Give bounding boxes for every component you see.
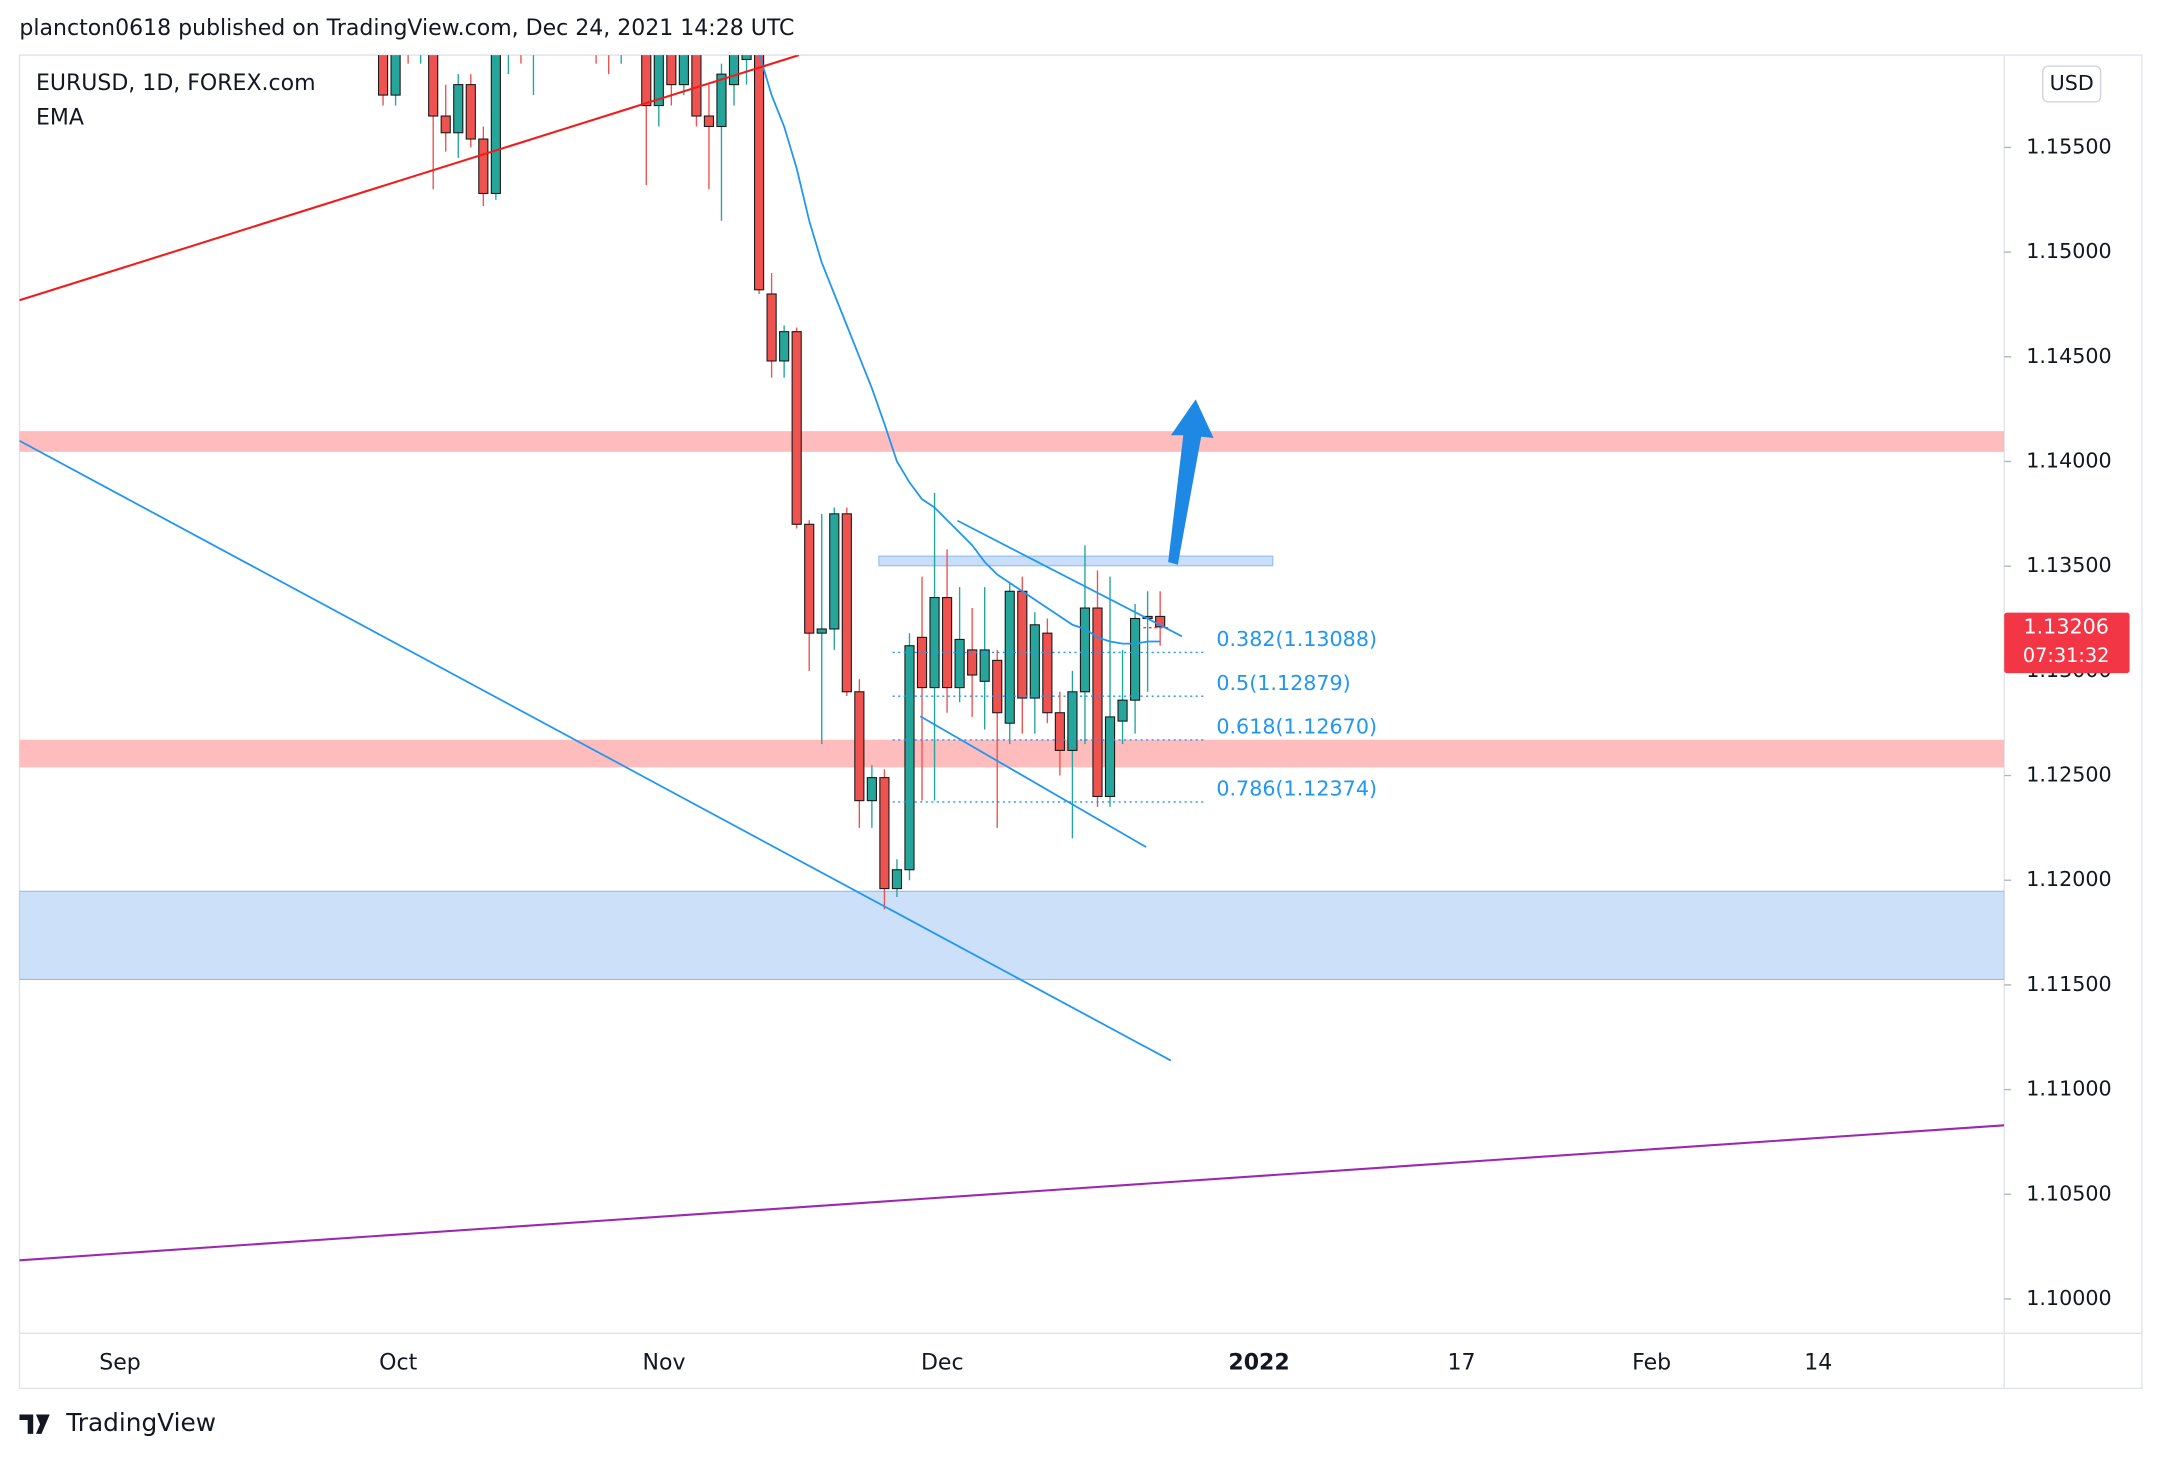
published-line: plancton0618 published on TradingView.co… [19,16,794,41]
currency-button[interactable] [2042,65,2102,103]
candle-body [1104,716,1116,798]
candle-body [428,55,439,117]
symbol: EURUSD, 1D, FOREX.com [36,71,316,96]
trend-line [19,55,800,302]
footer-brand: TradingView [65,1408,216,1437]
candle-body [703,115,715,128]
price-badge-countdown: 07:31:32 [2023,644,2110,667]
candle-body [879,777,890,890]
fib-label: 0.5(1.12879) [1216,671,1350,695]
candle-body [490,55,501,195]
plot-area [19,55,2005,981]
candle-body [440,115,451,134]
chart-frame [18,54,2143,1390]
x-tick-label: Sep [99,1351,141,1376]
candle-body [465,84,476,140]
candle-body [916,636,928,689]
channel-line [919,715,1147,848]
y-tick-label: 1.13500 [2026,553,2111,577]
currency: USD [2050,71,2094,95]
candle-body [1129,617,1141,701]
y-tick-label: 1.10500 [2026,1181,2111,1205]
fib-label: 0.786(1.12374) [1216,777,1377,801]
candle-body [653,55,664,107]
candle-body [716,73,727,128]
price-badge [2004,612,2130,674]
x-tick-label: Feb [1632,1351,1671,1376]
candle-body [478,138,489,195]
zone [19,890,2005,981]
price-badge-value: 1.13206 [2023,615,2108,639]
x-tick-label: 17 [1448,1351,1476,1376]
candle-body [779,331,790,362]
arrow [1168,399,1214,565]
candle-body [741,55,752,61]
y-tick-label: 1.14000 [2026,448,2111,472]
candle-body [1079,607,1091,693]
candle-body [979,649,990,682]
y-tick-label: 1.14500 [2026,344,2111,368]
candle-body [1004,590,1015,724]
candle-body [954,638,965,689]
fib-label: 0.382(1.13088) [1216,627,1377,651]
trend-line [19,439,1172,1062]
candle-body [1155,615,1166,628]
x-tick-label: Dec [921,1351,964,1376]
candle-body [678,55,689,86]
logo-icon [19,1414,50,1434]
candle-body [891,869,903,890]
candle-body [1017,590,1028,699]
candle-body [941,597,953,689]
y-tick-label: 1.11000 [2026,1077,2111,1101]
trend-line [19,1124,2005,1262]
candle-body [766,293,777,362]
zone [878,555,1274,567]
indicator: EMA [36,105,84,130]
y-tick-label: 1.10000 [2026,1286,2111,1310]
candle-body [390,55,401,96]
candle-body [866,777,877,802]
candle-body [1092,607,1103,798]
candle-body [1042,632,1053,714]
y-tick-label: 1.11500 [2026,972,2111,996]
candle-body [829,513,840,630]
candle-body [1029,624,1040,699]
x-tick-label: 14 [1804,1351,1832,1376]
drawings [19,55,2005,1262]
candle-body [1067,691,1078,751]
y-tick-label: 1.12500 [2026,763,2111,787]
zone [19,431,2005,452]
candle-body [377,55,389,96]
candle-body [691,55,702,117]
y-tick-label: 1.12000 [2026,867,2111,891]
candle-body [728,55,740,86]
x-tick-label: Nov [643,1351,686,1376]
candle-body [641,55,652,107]
candle-body [854,691,865,802]
candle-body [791,331,802,525]
candle-body [753,55,765,291]
candle-body [453,84,464,134]
candle-body [1054,712,1065,751]
x-tick-label: 2022 [1228,1351,1289,1376]
y-tick-label: 1.15500 [2026,134,2111,158]
channel-line [957,519,1183,638]
candle-body [666,55,677,86]
candle-body [904,645,915,871]
candle-body [816,628,827,634]
candle-body [967,649,978,676]
ema-line [758,55,1161,645]
y-tick-label: 1.15000 [2026,239,2111,263]
candle-body [1117,699,1128,722]
candle-body [992,659,1003,714]
candle-body [929,597,940,689]
fib-label: 0.618(1.12670) [1216,715,1377,739]
zone [19,739,2005,768]
logo: TradingView [19,1408,216,1437]
candle-body [841,513,852,693]
x-tick-label: Oct [379,1351,417,1376]
candle-body [804,523,815,634]
